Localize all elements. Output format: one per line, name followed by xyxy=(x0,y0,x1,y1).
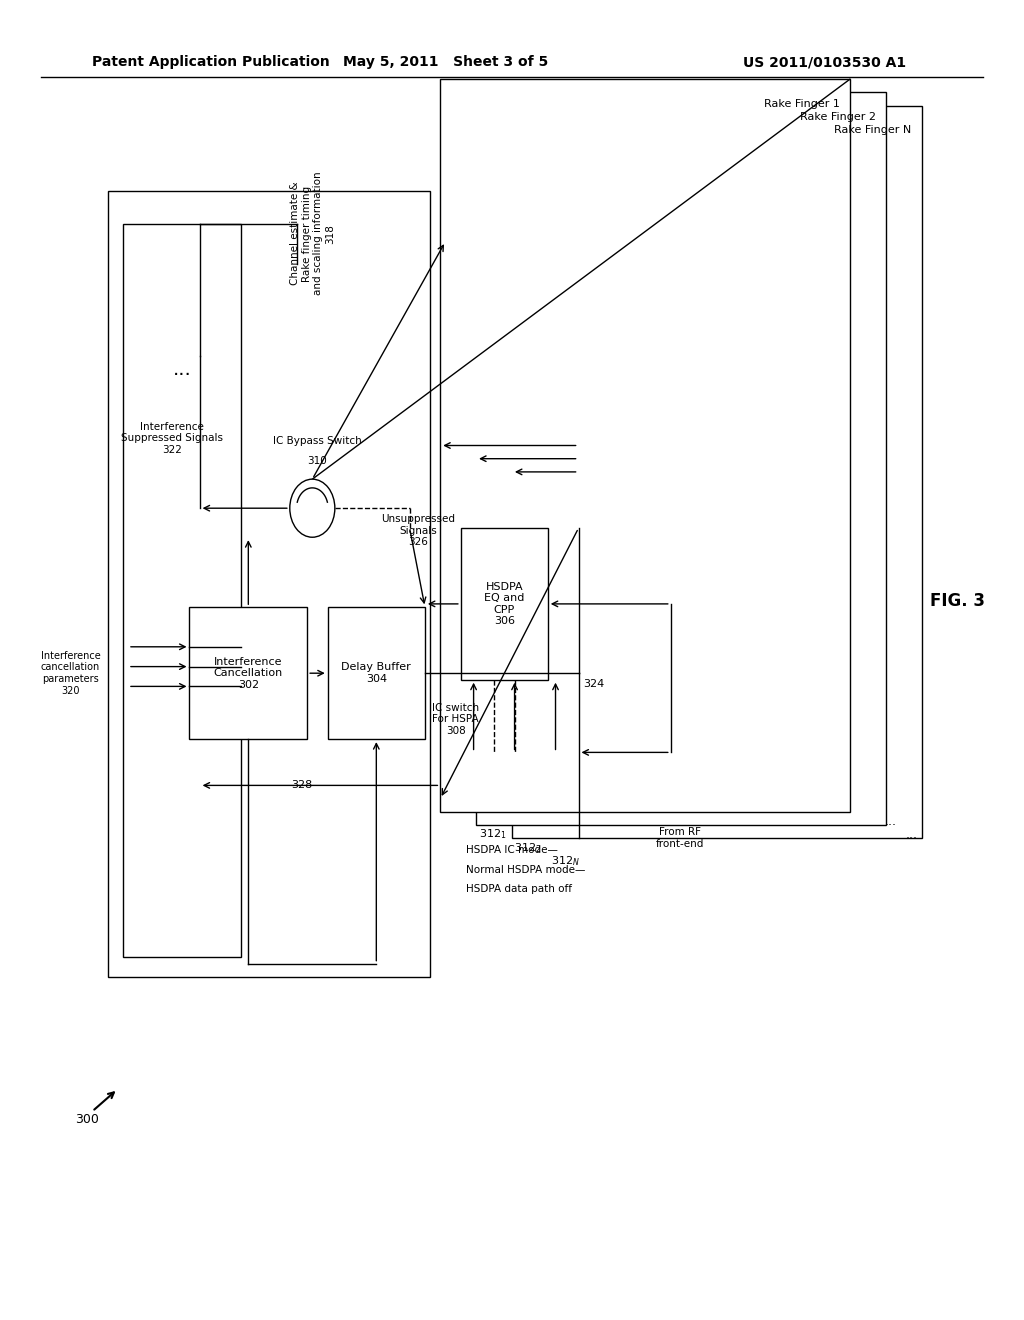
Text: HSDPA data path off: HSDPA data path off xyxy=(466,884,572,895)
Text: Rake Finger 2: Rake Finger 2 xyxy=(800,112,876,123)
Bar xyxy=(328,607,425,739)
Text: ...: ... xyxy=(885,814,897,828)
Text: ...: ... xyxy=(905,828,918,841)
Text: $312_2$: $312_2$ xyxy=(514,841,542,854)
Text: IC switch
For HSPA
308: IC switch For HSPA 308 xyxy=(432,702,479,737)
Text: 324: 324 xyxy=(584,678,605,689)
Text: 310: 310 xyxy=(307,455,328,466)
Text: Unsuppressed
Signals
326: Unsuppressed Signals 326 xyxy=(381,513,455,548)
Bar xyxy=(189,607,307,739)
Text: ...: ... xyxy=(173,360,191,379)
Text: IC Bypass Switch: IC Bypass Switch xyxy=(273,436,361,446)
Text: 328: 328 xyxy=(292,780,312,791)
Text: Interference
Cancellation
302: Interference Cancellation 302 xyxy=(214,656,283,690)
Text: Rake Finger 1: Rake Finger 1 xyxy=(764,99,840,110)
Text: US 2011/0103530 A1: US 2011/0103530 A1 xyxy=(743,55,906,69)
Text: May 5, 2011   Sheet 3 of 5: May 5, 2011 Sheet 3 of 5 xyxy=(343,55,548,69)
Text: HSDPA
EQ and
CPP
306: HSDPA EQ and CPP 306 xyxy=(484,582,524,626)
Bar xyxy=(476,92,886,825)
Text: Normal HSDPA mode—: Normal HSDPA mode— xyxy=(466,865,586,875)
Text: Channel estimate &
Rake finger timing
and scaling information
318: Channel estimate & Rake finger timing an… xyxy=(290,172,335,296)
Text: Delay Buffer
304: Delay Buffer 304 xyxy=(341,663,412,684)
Circle shape xyxy=(290,479,335,537)
Text: Interference
cancellation
parameters
320: Interference cancellation parameters 320 xyxy=(41,651,100,696)
Text: HSDPA IC mode—: HSDPA IC mode— xyxy=(466,845,558,855)
Bar xyxy=(123,224,241,957)
Text: Rake Finger N: Rake Finger N xyxy=(835,125,911,136)
Text: Patent Application Publication: Patent Application Publication xyxy=(92,55,330,69)
Bar xyxy=(461,528,548,680)
Text: From RF
front-end: From RF front-end xyxy=(655,828,703,849)
Bar xyxy=(440,79,850,812)
Text: $312_N$: $312_N$ xyxy=(551,854,580,867)
Bar xyxy=(108,191,430,977)
Text: $312_1$: $312_1$ xyxy=(479,828,507,841)
Text: Interference
Suppressed Signals
322: Interference Suppressed Signals 322 xyxy=(121,421,223,455)
Text: FIG. 3: FIG. 3 xyxy=(930,591,985,610)
Bar xyxy=(512,106,922,838)
Text: 300: 300 xyxy=(75,1113,99,1126)
